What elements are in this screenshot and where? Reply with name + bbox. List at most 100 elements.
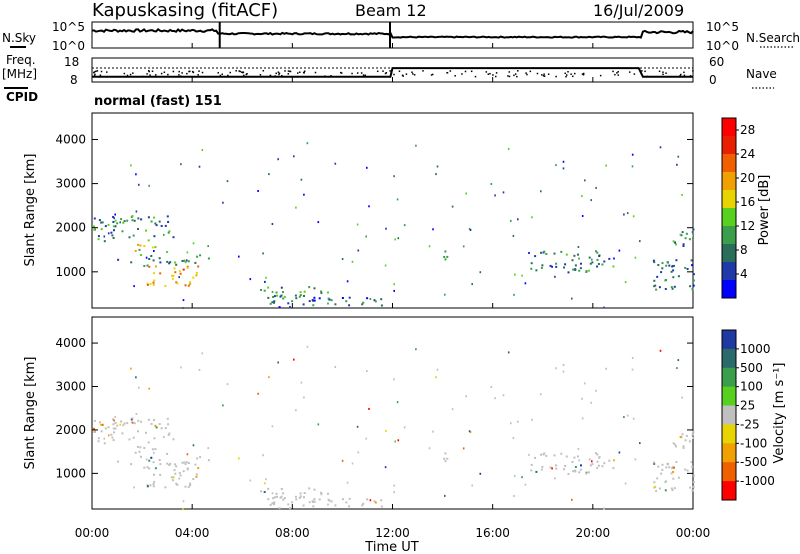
velocity-cell — [660, 472, 663, 475]
power-cell — [432, 228, 434, 231]
nave-point — [614, 73, 616, 76]
velocity-cell — [658, 487, 661, 490]
power-cell — [368, 205, 370, 208]
power-cell — [577, 246, 580, 248]
ytick-label: 4000 — [55, 132, 86, 146]
velocity-cell — [149, 484, 152, 487]
nave-point — [221, 73, 223, 76]
velocity-cell — [154, 448, 157, 451]
power-cell — [135, 173, 137, 176]
power-colorbar: 4 8 12 16 20 24 28 — [721, 117, 755, 299]
velocity-cell — [676, 367, 678, 370]
velocity-cell — [551, 467, 553, 470]
power-cell — [679, 233, 682, 236]
power-cell — [93, 228, 96, 231]
velocity-colorbar-label: 1000 — [740, 342, 771, 356]
velocity-cell — [432, 430, 434, 433]
velocity-cell — [155, 426, 158, 429]
nave-point — [494, 75, 497, 78]
velocity-cell — [187, 486, 190, 489]
power-cell — [543, 250, 546, 253]
velocity-cell — [107, 434, 110, 437]
power-cell — [639, 240, 641, 243]
velocity-cell — [348, 505, 351, 508]
velocity-cell — [366, 498, 369, 501]
power-cell — [140, 218, 143, 221]
velocity-cell — [168, 464, 171, 466]
power-cell — [138, 183, 140, 186]
velocity-cell — [545, 454, 548, 457]
nave-point — [543, 73, 545, 75]
power-cell — [138, 248, 141, 251]
velocity-cell — [681, 396, 683, 399]
nave-point — [245, 73, 248, 76]
power-cell — [682, 245, 685, 247]
power-cell — [507, 147, 510, 150]
nave-point — [517, 70, 519, 72]
velocity-cell — [596, 467, 599, 470]
power-cell — [100, 228, 103, 231]
nave-point — [567, 71, 569, 73]
velocity-cell — [164, 486, 167, 489]
nave-point — [398, 70, 401, 72]
power-cell — [153, 216, 156, 219]
velocity-cell — [394, 440, 396, 443]
velocity-cell — [198, 368, 201, 371]
nave-point — [163, 71, 166, 74]
power-cell — [560, 250, 563, 253]
velocity-colorbar-swatch — [722, 443, 736, 463]
nave-point — [147, 70, 150, 72]
power-cell — [199, 254, 202, 257]
power-cell — [198, 165, 201, 168]
nave-point — [94, 73, 96, 76]
power-cell — [178, 276, 180, 279]
power-cell — [175, 263, 178, 266]
power-cell — [571, 259, 574, 262]
nave-point — [278, 73, 280, 76]
velocity-cell — [443, 457, 446, 460]
power-cell — [369, 298, 372, 300]
power-cell — [551, 265, 553, 268]
power-cell — [111, 234, 114, 237]
velocity-cell — [271, 425, 274, 428]
power-cell — [603, 260, 606, 263]
power-colorbar-label: 24 — [740, 147, 755, 161]
power-cell — [334, 162, 337, 165]
velocity-cell — [147, 418, 150, 421]
power-cell — [280, 286, 283, 289]
velocity-cell — [677, 476, 680, 479]
velocity-cell — [195, 475, 198, 478]
velocity-cell — [197, 467, 200, 470]
velocity-cell — [479, 472, 482, 475]
power-colorbar-swatch — [722, 136, 736, 155]
velocity-cell — [313, 488, 316, 491]
velocity-cell — [122, 424, 125, 427]
velocity-cell — [613, 459, 615, 462]
velocity-cell — [555, 464, 558, 467]
nave-point — [487, 73, 490, 75]
power-cell — [126, 219, 129, 222]
power-cell — [131, 215, 134, 217]
power-cell — [664, 279, 667, 282]
power-cell — [675, 259, 678, 262]
power-cell — [691, 264, 694, 267]
velocity-cell — [513, 495, 515, 497]
velocity-cell — [312, 505, 315, 508]
velocity-cell — [639, 442, 641, 445]
nave-point — [646, 75, 648, 78]
power-cell — [152, 259, 155, 262]
power-cell — [169, 261, 172, 264]
power-cell — [673, 264, 675, 267]
velocity-cell — [93, 431, 96, 433]
nave-point — [129, 73, 132, 76]
power-cell — [334, 303, 337, 306]
velocity-cell — [585, 472, 588, 475]
velocity-cell — [175, 482, 178, 485]
velocity-cell — [514, 475, 516, 478]
velocity-cell — [280, 488, 283, 490]
power-colorbar-label: 28 — [740, 123, 755, 137]
power-cell — [681, 193, 683, 196]
nave-point — [99, 74, 102, 76]
power-cell — [574, 268, 577, 270]
power-cell — [153, 272, 155, 275]
